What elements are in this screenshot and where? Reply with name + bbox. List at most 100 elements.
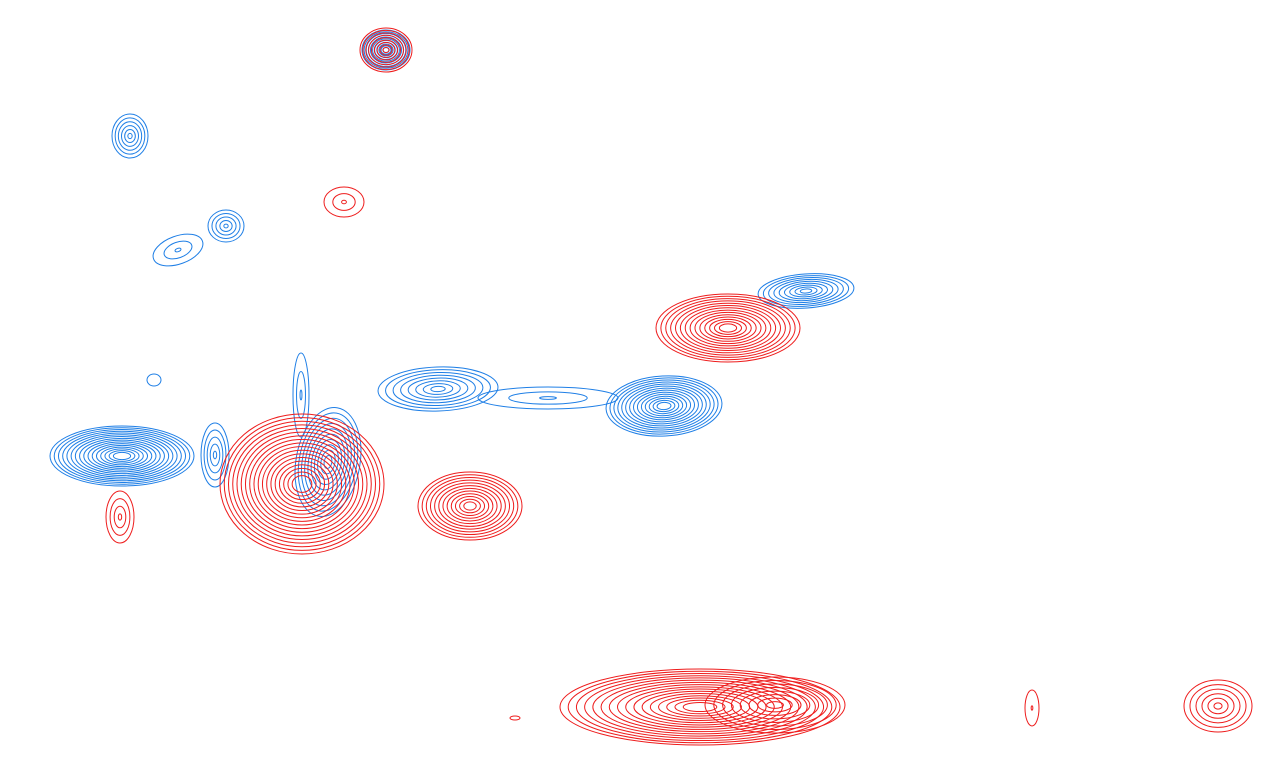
contour-level [766, 701, 784, 709]
contour-level [679, 305, 777, 351]
contour-level [87, 441, 157, 471]
contour-level [1183, 679, 1253, 733]
contour-level [283, 467, 321, 501]
contour-level [212, 450, 218, 460]
contour-level [704, 676, 846, 734]
contour-level [104, 448, 140, 464]
contour-level [665, 298, 791, 358]
contour-level [287, 471, 317, 497]
contour-level [236, 427, 368, 541]
contour-level [376, 42, 396, 58]
contour-level [407, 377, 469, 401]
contour-level [70, 434, 174, 478]
contour-level [757, 697, 793, 713]
contour-level [575, 672, 825, 742]
contour-level [617, 381, 711, 431]
contour-level [108, 450, 136, 462]
contour-level [421, 474, 519, 538]
contour-level [539, 396, 557, 400]
contour-level [223, 223, 229, 229]
contour-peak [49, 425, 195, 487]
contour-level [240, 431, 364, 537]
contour-level [270, 456, 334, 512]
contour-level [95, 444, 149, 468]
contour-level [377, 366, 499, 412]
contour-level [768, 277, 844, 305]
contour-peak [757, 273, 855, 309]
contour-level [163, 240, 193, 260]
contour-level [385, 369, 491, 409]
contour-level [257, 446, 347, 522]
contour-level [704, 316, 752, 340]
contour-level [121, 125, 139, 147]
contour-level [713, 680, 837, 730]
contour-level [722, 683, 828, 727]
contour-level [658, 695, 742, 719]
contour-level [422, 383, 454, 395]
contour-level [299, 389, 303, 401]
contour-peak [1024, 689, 1040, 727]
contour-level [392, 371, 484, 407]
contour-level [739, 690, 811, 720]
contour-level [640, 393, 688, 419]
contour-level [778, 280, 834, 302]
contour-level [629, 387, 699, 425]
contour-level [783, 282, 829, 300]
contour-level [127, 132, 133, 140]
contour-level [425, 476, 515, 536]
contour-peak [146, 373, 162, 387]
contour-level [415, 380, 461, 398]
contour-level [219, 220, 233, 232]
contour-level [292, 352, 310, 438]
contour-level [1207, 697, 1229, 715]
contour-level [341, 199, 347, 205]
contour-level [762, 275, 850, 307]
contour-level [508, 391, 588, 405]
contour-level [446, 490, 494, 522]
contour-level [660, 295, 796, 361]
contour-level [459, 498, 481, 514]
contour-level [323, 186, 365, 218]
contour-level [215, 216, 237, 236]
contour-level [789, 284, 823, 298]
contour-level [675, 302, 781, 354]
contour-level [799, 288, 813, 294]
contour-level [274, 460, 330, 508]
contour-level [718, 323, 738, 333]
contour-level [434, 482, 506, 530]
contour-level [146, 373, 162, 387]
contour-level [332, 193, 356, 211]
contour-level [74, 436, 170, 476]
contour-level [748, 694, 802, 716]
contour-level [670, 300, 786, 356]
contour-level [307, 428, 349, 496]
contour-level [442, 487, 498, 525]
contour-level [211, 213, 241, 239]
contour-level [227, 420, 377, 548]
contour-level [378, 43, 394, 57]
contour-level [124, 128, 136, 144]
contour-level [203, 429, 227, 481]
contour-level [117, 513, 123, 521]
contour-level [66, 432, 178, 480]
contour-peak [219, 413, 385, 555]
contour-peak [477, 386, 619, 410]
contour-level [1213, 702, 1223, 710]
contour-level [694, 311, 762, 345]
contour-level [636, 391, 692, 421]
contour-level [682, 701, 718, 713]
contour-level [109, 498, 131, 536]
contour-level [450, 493, 490, 519]
contour-level [83, 439, 161, 473]
contour-level [666, 697, 734, 717]
contour-level [584, 675, 816, 739]
contour-level [373, 39, 399, 61]
contour-level [369, 36, 403, 64]
contour-level [200, 422, 230, 488]
contour-level [429, 479, 511, 533]
contour-level [1201, 693, 1235, 719]
contour-level [699, 314, 757, 342]
contour-level [655, 293, 801, 363]
contour-level [400, 374, 476, 404]
